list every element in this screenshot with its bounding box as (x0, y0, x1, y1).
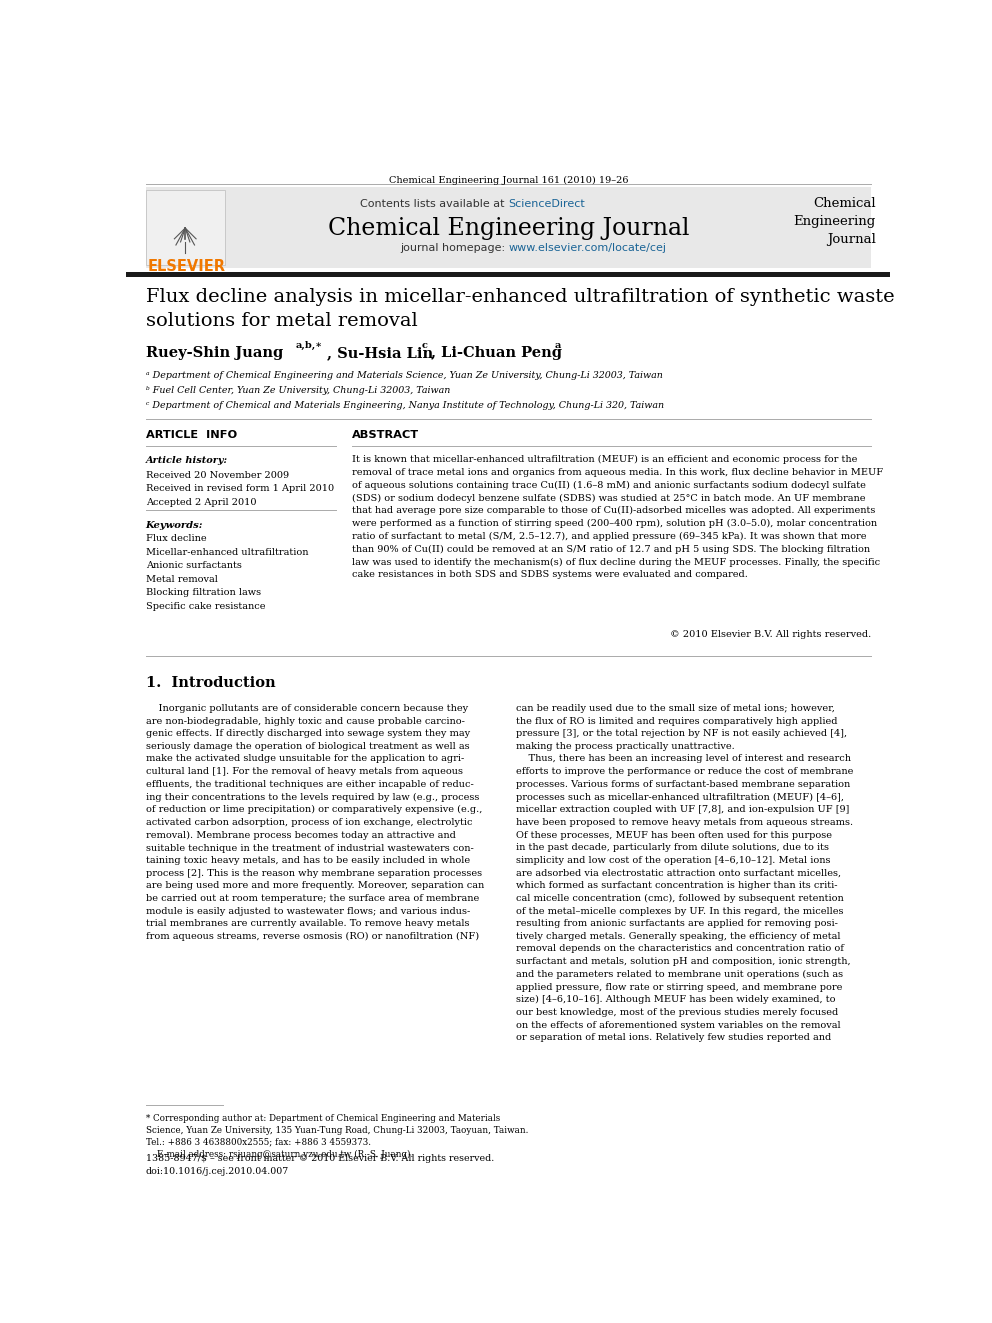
Text: 1385-8947/$ – see front matter © 2010 Elsevier B.V. All rights reserved.
doi:10.: 1385-8947/$ – see front matter © 2010 El… (146, 1155, 494, 1176)
Text: It is known that micellar-enhanced ultrafiltration (MEUF) is an efficient and ec: It is known that micellar-enhanced ultra… (352, 455, 883, 579)
Text: Received in revised form 1 April 2010: Received in revised form 1 April 2010 (146, 484, 334, 493)
FancyBboxPatch shape (146, 189, 225, 265)
Text: ABSTRACT: ABSTRACT (352, 430, 419, 439)
Text: Article history:: Article history: (146, 456, 228, 464)
Text: Specific cake resistance: Specific cake resistance (146, 602, 265, 610)
FancyBboxPatch shape (146, 188, 871, 269)
Text: Flux decline analysis in micellar-enhanced ultrafiltration of synthetic waste
so: Flux decline analysis in micellar-enhanc… (146, 288, 895, 331)
Text: ᶜ Department of Chemical and Materials Engineering, Nanya Institute of Technolog: ᶜ Department of Chemical and Materials E… (146, 401, 664, 410)
Text: ᵇ Fuel Cell Center, Yuan Ze University, Chung-Li 32003, Taiwan: ᵇ Fuel Cell Center, Yuan Ze University, … (146, 386, 450, 394)
Text: © 2010 Elsevier B.V. All rights reserved.: © 2010 Elsevier B.V. All rights reserved… (670, 630, 871, 639)
Text: Received 20 November 2009: Received 20 November 2009 (146, 471, 289, 480)
Text: ARTICLE  INFO: ARTICLE INFO (146, 430, 237, 439)
Text: ELSEVIER: ELSEVIER (147, 259, 225, 274)
Text: Chemical Engineering Journal 161 (2010) 19–26: Chemical Engineering Journal 161 (2010) … (389, 176, 628, 185)
Text: Micellar-enhanced ultrafiltration: Micellar-enhanced ultrafiltration (146, 548, 309, 557)
Text: Keywords:: Keywords: (146, 521, 203, 529)
Text: ScienceDirect: ScienceDirect (509, 198, 585, 209)
Text: Flux decline: Flux decline (146, 534, 206, 544)
Text: Chemical
Engineering
Journal: Chemical Engineering Journal (794, 197, 876, 246)
Text: Inorganic pollutants are of considerable concern because they
are non-biodegrada: Inorganic pollutants are of considerable… (146, 704, 484, 941)
Text: 1.  Introduction: 1. Introduction (146, 676, 276, 691)
Text: Contents lists available at: Contents lists available at (360, 198, 509, 209)
Text: journal homepage:: journal homepage: (400, 243, 509, 254)
Text: * Corresponding author at: Department of Chemical Engineering and Materials
Scie: * Corresponding author at: Department of… (146, 1114, 528, 1159)
Text: a,b,∗: a,b,∗ (296, 341, 323, 351)
Text: c: c (422, 341, 428, 351)
Text: Accepted 2 April 2010: Accepted 2 April 2010 (146, 499, 256, 507)
Text: Blocking filtration laws: Blocking filtration laws (146, 587, 261, 597)
Text: Ruey-Shin Juang: Ruey-Shin Juang (146, 345, 283, 360)
FancyBboxPatch shape (126, 273, 891, 278)
Text: Chemical Engineering Journal: Chemical Engineering Journal (327, 217, 689, 239)
Text: , Su-Hsia Lin: , Su-Hsia Lin (327, 345, 434, 360)
Text: can be readily used due to the small size of metal ions; however,
the flux of RO: can be readily used due to the small siz… (516, 704, 853, 1043)
Text: www.elsevier.com/locate/cej: www.elsevier.com/locate/cej (509, 243, 667, 254)
Text: Metal removal: Metal removal (146, 574, 217, 583)
Text: Anionic surfactants: Anionic surfactants (146, 561, 242, 570)
Text: ᵃ Department of Chemical Engineering and Materials Science, Yuan Ze University, : ᵃ Department of Chemical Engineering and… (146, 372, 663, 380)
Text: , Li-Chuan Peng: , Li-Chuan Peng (431, 345, 561, 360)
Text: a: a (555, 341, 561, 351)
